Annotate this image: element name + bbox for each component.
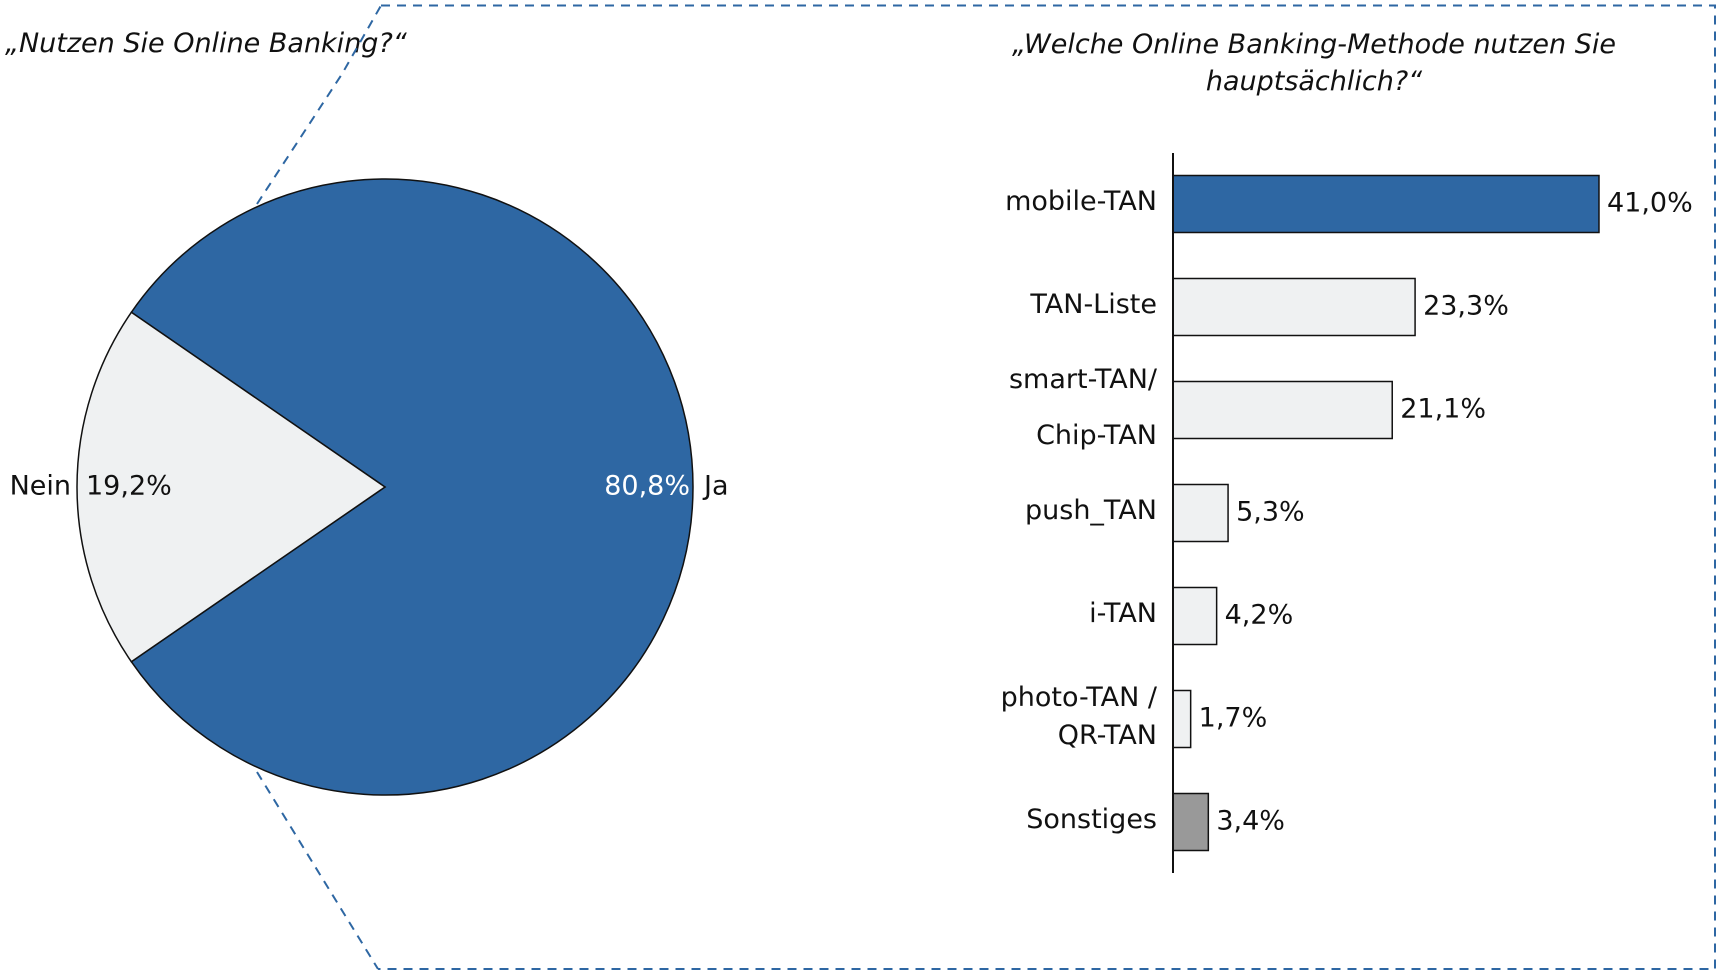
category-label: i-TAN [1089,598,1157,629]
bar [1172,174,1600,234]
value-label: 80,8% [604,471,690,502]
value-label: 23,3% [1423,291,1509,322]
bar [1172,380,1393,440]
value-label: 3,4% [1216,806,1285,837]
value-label: 41,0% [1607,188,1693,219]
pie-slice [130,178,694,796]
pie-slice [76,311,387,663]
category-label: mobile-TAN [1005,186,1157,217]
category-label: Ja [702,471,729,502]
pie-title: „Nutzen Sie Online Banking?“ [5,28,407,59]
value-label: 19,2% [86,471,172,502]
frame [378,4,1716,970]
category-label: photo-TAN / QR-TAN [1000,682,1157,751]
category-label: Sonstiges [1026,804,1157,835]
bar [1172,586,1218,646]
category-label: Nein [10,471,71,502]
bar [1172,792,1210,852]
value-label: 21,1% [1400,394,1486,425]
value-label: 4,2% [1225,600,1294,631]
value-label: 5,3% [1236,497,1305,528]
bar [1172,689,1192,749]
connector [256,771,379,970]
category-label: smart-TAN/ Chip-TAN [1008,364,1157,451]
value-label: 1,7% [1199,703,1268,734]
bar-title: „Welche Online Banking-Methode nutzen Si… [1012,29,1616,97]
bar [1172,277,1416,337]
category-label: TAN-Liste [1030,289,1157,320]
connector [256,5,382,205]
category-label: push_TAN [1025,495,1157,526]
bar [1172,483,1229,543]
